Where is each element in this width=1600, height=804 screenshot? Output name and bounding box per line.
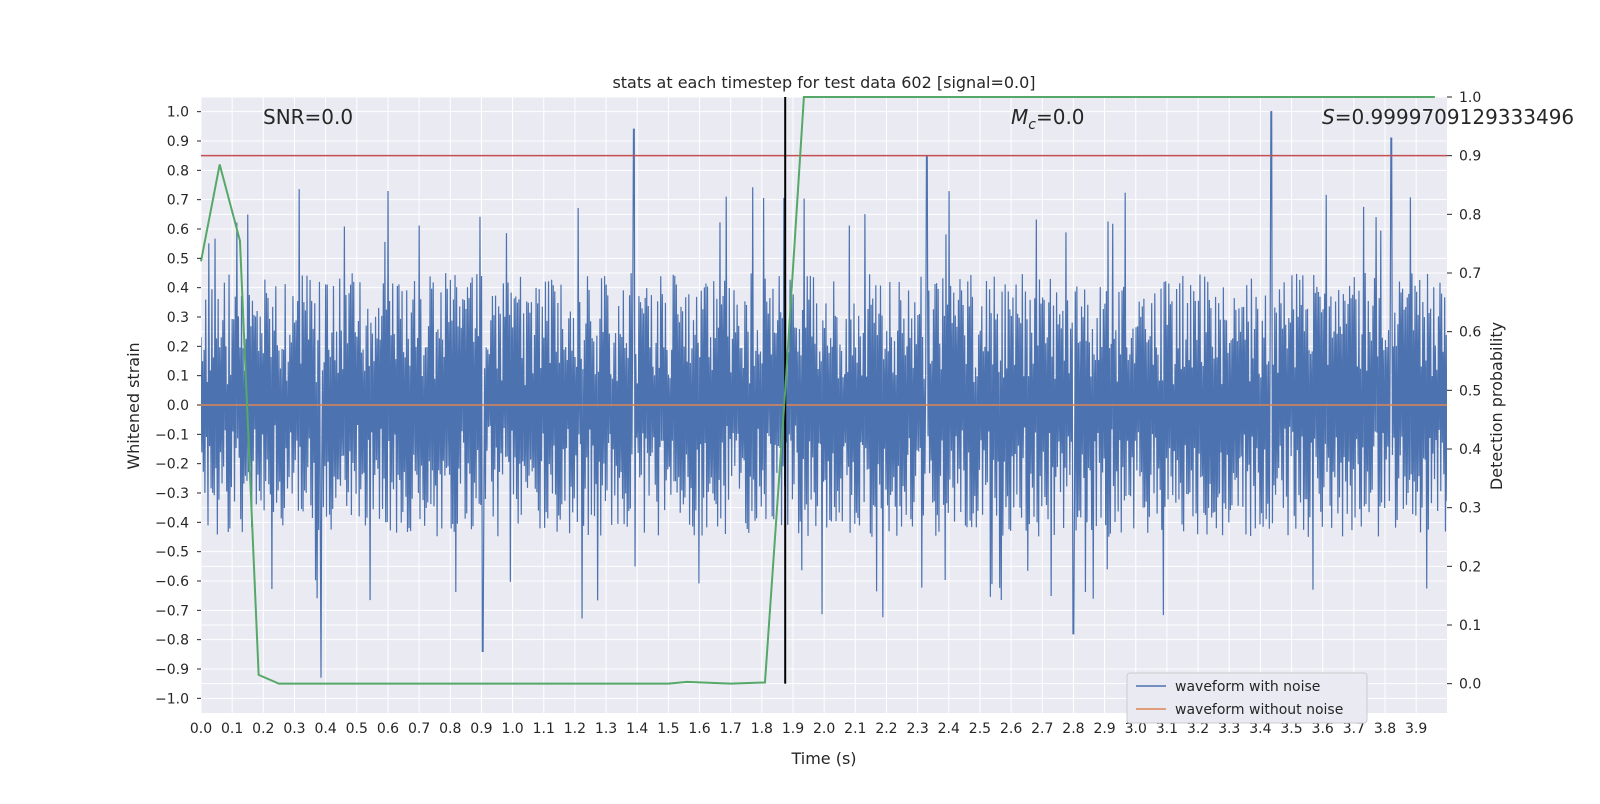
left-tick-label: −0.5 — [155, 545, 189, 561]
legend-box — [1126, 672, 1368, 724]
x-tick-label: 2.6 — [1000, 721, 1022, 737]
x-tick-label: 2.2 — [875, 721, 897, 737]
x-tick-label: 0.4 — [314, 721, 336, 737]
right-tick-label: 0.6 — [1459, 325, 1481, 341]
left-tick-label: −1.0 — [155, 691, 189, 707]
x-tick-label: 1.9 — [782, 721, 804, 737]
x-tick-label: 2.5 — [969, 721, 991, 737]
mc-value: =0.0 — [1036, 105, 1085, 129]
right-axis-label: Detection probability — [1487, 322, 1506, 490]
mc-subscript: c — [1028, 117, 1036, 133]
left-tick-label: 0.0 — [167, 398, 189, 414]
s-value: =0.9999709129333496 — [1335, 105, 1574, 129]
s-symbol: S — [1322, 105, 1335, 129]
left-tick-label: 0.8 — [167, 163, 189, 179]
x-tick-label: 3.4 — [1249, 721, 1271, 737]
x-tick-label: 2.7 — [1031, 721, 1053, 737]
x-tick-labels: 0.0 0.1 0.2 0.3 0.4 0.5 0.6 0.7 0.8 0.9 1.0 1.1 1.2 1… — [190, 721, 1427, 737]
left-tick-label: −0.1 — [155, 427, 189, 443]
right-tick-label: 0.9 — [1459, 149, 1481, 165]
right-tick-label: 0.4 — [1459, 442, 1481, 458]
left-tick-label: −0.2 — [155, 457, 189, 473]
left-tick-label: 0.7 — [167, 193, 189, 209]
x-tick-label: 1.7 — [720, 721, 742, 737]
left-tick-labels: 1.0 0.9 0.8 0.7 0.6 0.5 0.4 0.3 0.2 0.1 0.0 −0.1 −0.… — [155, 105, 201, 707]
x-tick-label: 0.9 — [470, 721, 492, 737]
left-tick-label: 0.4 — [167, 281, 189, 297]
probability-line — [200, 96, 1435, 685]
x-tick-label: 0.6 — [377, 721, 399, 737]
left-tick-label: 0.2 — [167, 339, 189, 355]
x-tick-label: 3.6 — [1312, 721, 1334, 737]
x-tick-label: 3.1 — [1156, 721, 1178, 737]
x-tick-label: 3.5 — [1280, 721, 1302, 737]
left-tick-label: 0.1 — [167, 369, 189, 385]
right-tick-label: 0.2 — [1459, 559, 1481, 575]
right-tick-label: 0.0 — [1459, 677, 1481, 693]
left-axis-label: Whitened strain — [124, 342, 143, 469]
x-tick-label: 3.9 — [1405, 721, 1427, 737]
left-tick-label: 0.9 — [167, 134, 189, 150]
x-tick-label: 3.2 — [1187, 721, 1209, 737]
legend: waveform with noise waveform without noi… — [1126, 672, 1368, 724]
x-tick-label: 2.1 — [844, 721, 866, 737]
x-tick-label: 1.8 — [751, 721, 773, 737]
right-tick-label: 0.1 — [1459, 618, 1481, 634]
left-tick-label: −0.6 — [155, 574, 189, 590]
x-tick-label: 1.2 — [564, 721, 586, 737]
left-tick-label: 0.5 — [167, 251, 189, 267]
x-tick-label: 2.8 — [1062, 721, 1084, 737]
x-tick-label: 0.5 — [346, 721, 368, 737]
x-tick-label: 2.3 — [906, 721, 928, 737]
s-annotation: S=0.9999709129333496 — [1322, 105, 1574, 129]
legend-label-clean: waveform without noise — [1175, 702, 1343, 718]
x-tick-label: 1.5 — [657, 721, 679, 737]
legend-label-noise: waveform with noise — [1175, 679, 1320, 695]
x-tick-label: 1.6 — [688, 721, 710, 737]
left-tick-label: −0.8 — [155, 633, 189, 649]
left-tick-label: −0.4 — [155, 515, 189, 531]
left-tick-label: −0.9 — [155, 662, 189, 678]
x-tick-label: 1.4 — [626, 721, 648, 737]
left-tick-label: 0.6 — [167, 222, 189, 238]
left-tick-label: 0.3 — [167, 310, 189, 326]
snr-annotation: SNR=0.0 — [263, 105, 353, 129]
x-tick-label: 3.7 — [1343, 721, 1365, 737]
x-tick-label: 3.8 — [1374, 721, 1396, 737]
x-tick-label: 1.0 — [501, 721, 523, 737]
probability-series — [200, 96, 1435, 685]
x-tick-label: 3.3 — [1218, 721, 1240, 737]
mc-symbol: M — [1011, 105, 1028, 129]
x-tick-label: 0.2 — [252, 721, 274, 737]
x-axis-label: Time (s) — [790, 749, 856, 768]
x-tick-label: 0.8 — [439, 721, 461, 737]
right-tick-label: 1.0 — [1459, 90, 1481, 106]
left-tick-label: −0.3 — [155, 486, 189, 502]
x-tick-label: 0.1 — [221, 721, 243, 737]
x-tick-label: 1.3 — [595, 721, 617, 737]
right-tick-label: 0.5 — [1459, 383, 1481, 399]
right-tick-label: 0.7 — [1459, 266, 1481, 282]
x-tick-label: 1.1 — [533, 721, 555, 737]
x-tick-label: 0.0 — [190, 721, 212, 737]
x-tick-label: 2.9 — [1093, 721, 1115, 737]
mc-annotation: Mc=0.0 — [1011, 105, 1085, 133]
left-tick-label: −0.7 — [155, 603, 189, 619]
x-tick-label: 2.4 — [938, 721, 960, 737]
left-tick-label: 1.0 — [167, 105, 189, 121]
right-tick-label: 0.8 — [1459, 207, 1481, 223]
chart-title: stats at each timestep for test data 602… — [612, 73, 1035, 92]
x-tick-label: 3.0 — [1125, 721, 1147, 737]
x-tick-label: 2.0 — [813, 721, 835, 737]
x-tick-label: 0.3 — [283, 721, 305, 737]
right-tick-labels: 1.0 0.9 0.8 0.7 0.6 0.5 0.4 0.3 0.2 0.1 0.0 — [1447, 90, 1481, 693]
right-tick-label: 0.3 — [1459, 501, 1481, 517]
x-tick-label: 0.7 — [408, 721, 430, 737]
